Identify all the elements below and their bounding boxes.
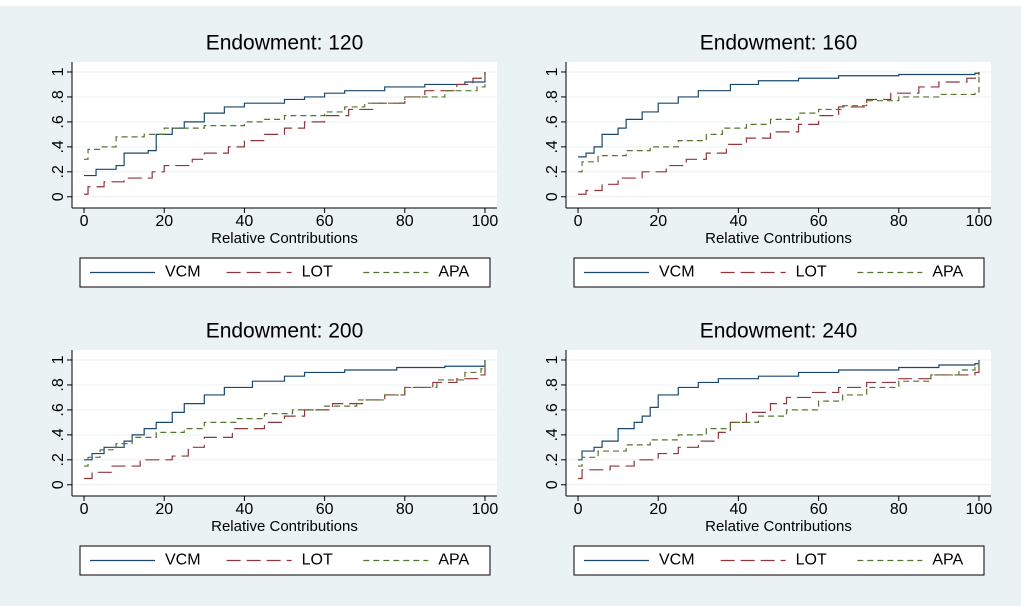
y-tick-label: 1 <box>544 67 561 76</box>
y-tick-label: .4 <box>544 140 561 153</box>
panel-title: Endowment: 160 <box>700 32 858 55</box>
legend-label: VCM <box>165 264 201 281</box>
cdf-line <box>84 359 486 467</box>
legend-label: LOT <box>796 264 827 281</box>
y-tick-label: 1 <box>50 355 67 364</box>
x-tick-label: 80 <box>890 501 908 518</box>
y-tick-label: .2 <box>544 165 561 178</box>
y-tick-label: .2 <box>50 165 67 178</box>
y-tick-label: 0 <box>50 192 67 201</box>
y-tick-label: .2 <box>544 453 561 466</box>
x-tick-label: 20 <box>649 501 667 518</box>
plot-area <box>566 350 991 496</box>
x-axis-title: Relative Contributions <box>211 230 358 247</box>
x-tick-label: 80 <box>396 213 414 230</box>
x-tick-label: 100 <box>966 501 993 518</box>
x-tick-label: 20 <box>155 501 173 518</box>
legend-label: APA <box>932 552 963 569</box>
x-tick-label: 60 <box>810 501 828 518</box>
y-tick-label: .6 <box>544 403 561 416</box>
legend-label: LOT <box>302 552 333 569</box>
panel: Endowment: 240 0 .2 .4 .6 .8 1 0 20 40 60 80 100 Rela… <box>544 320 993 576</box>
legend-label: APA <box>438 264 469 281</box>
y-tick-label: .8 <box>544 378 561 391</box>
x-tick-label: 40 <box>236 213 254 230</box>
x-tick-label: 0 <box>80 501 89 518</box>
cdf-line <box>84 71 486 195</box>
x-tick-label: 100 <box>472 501 499 518</box>
x-tick-label: 100 <box>966 213 993 230</box>
cdf-line <box>578 71 980 195</box>
cdf-line <box>84 71 486 160</box>
x-tick-label: 80 <box>890 213 908 230</box>
y-tick-label: .8 <box>544 90 561 103</box>
cdf-line <box>578 359 980 480</box>
y-tick-label: 1 <box>544 355 561 364</box>
y-tick-label: .4 <box>544 428 561 441</box>
panel-title: Endowment: 120 <box>206 32 364 55</box>
x-tick-label: 20 <box>155 213 173 230</box>
cdf-line <box>84 71 486 177</box>
x-tick-label: 100 <box>472 213 499 230</box>
cdf-line <box>578 359 980 467</box>
legend-label: LOT <box>302 264 333 281</box>
x-tick-label: 0 <box>574 501 583 518</box>
legend-label: VCM <box>659 264 695 281</box>
panel: Endowment: 200 0 .2 .4 .6 .8 1 0 20 40 60 80 100 Rela… <box>50 320 499 576</box>
x-tick-label: 80 <box>396 501 414 518</box>
legend-label: VCM <box>165 552 201 569</box>
plot-area <box>72 62 497 208</box>
cdf-line <box>84 359 486 480</box>
panel: Endowment: 160 0 .2 .4 .6 .8 1 0 20 40 60 80 100 Rela… <box>544 32 993 288</box>
panel: Endowment: 120 0 .2 .4 .6 .8 1 0 20 40 60 80 100 Rela… <box>50 32 499 288</box>
y-tick-label: 0 <box>544 480 561 489</box>
y-tick-label: .8 <box>50 90 67 103</box>
panel-title: Endowment: 200 <box>206 320 364 343</box>
legend-label: APA <box>438 552 469 569</box>
x-tick-label: 0 <box>574 213 583 230</box>
y-tick-label: 1 <box>50 67 67 76</box>
x-tick-label: 60 <box>810 213 828 230</box>
cdf-line <box>578 359 980 461</box>
x-tick-label: 40 <box>730 501 748 518</box>
x-axis-title: Relative Contributions <box>211 518 358 535</box>
y-tick-label: .8 <box>50 378 67 391</box>
x-tick-label: 60 <box>316 501 334 518</box>
x-tick-label: 0 <box>80 213 89 230</box>
plot-area <box>566 62 991 208</box>
legend-label: APA <box>932 264 963 281</box>
y-tick-label: .4 <box>50 428 67 441</box>
legend-label: VCM <box>659 552 695 569</box>
y-tick-label: .6 <box>544 115 561 128</box>
y-tick-label: .2 <box>50 453 67 466</box>
plot-area <box>72 350 497 496</box>
x-tick-label: 40 <box>236 501 254 518</box>
x-axis-title: Relative Contributions <box>705 518 852 535</box>
x-tick-label: 20 <box>649 213 667 230</box>
y-tick-label: 0 <box>50 480 67 489</box>
cdf-line <box>578 71 980 158</box>
panel-title: Endowment: 240 <box>700 320 858 343</box>
y-tick-label: 0 <box>544 192 561 201</box>
legend-label: LOT <box>796 552 827 569</box>
y-tick-label: .4 <box>50 140 67 153</box>
x-tick-label: 60 <box>316 213 334 230</box>
y-tick-label: .6 <box>50 403 67 416</box>
x-tick-label: 40 <box>730 213 748 230</box>
y-tick-label: .6 <box>50 115 67 128</box>
x-axis-title: Relative Contributions <box>705 230 852 247</box>
